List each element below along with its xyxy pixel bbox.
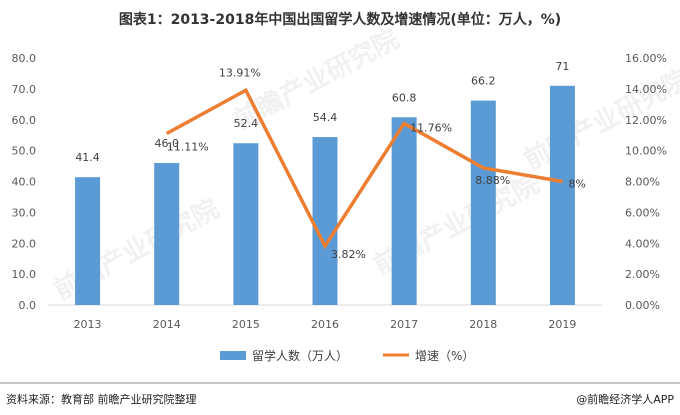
bar-value-label: 54.4: [313, 111, 338, 124]
growth-value-label: 11.76%: [410, 121, 452, 134]
left-tick-label: 70.0: [12, 83, 37, 96]
bar: [233, 143, 259, 305]
left-axis: 0.0 10.0 20.0 30.0 40.0 50.0 60.0 70.0 80.0: [12, 52, 37, 312]
bar-value-label: 46.0: [154, 137, 179, 150]
legend-line-label: 增速（%）: [415, 349, 474, 363]
legend: 留学人数（万人） 增速（%）: [220, 348, 474, 363]
growth-value-label: 8%: [568, 178, 585, 191]
bar-value-label: 71: [555, 60, 569, 73]
growth-value-label: 13.91%: [219, 66, 261, 79]
x-tick-label: 2017: [390, 318, 418, 331]
left-tick-label: 60.0: [12, 114, 37, 127]
line-series: [165, 87, 563, 250]
growth-value-label: 3.82%: [331, 248, 366, 261]
x-axis: 2013 2014 2015 2016 2017 2018 2019: [74, 318, 577, 331]
right-tick-label: 14.00%: [625, 83, 667, 96]
bar: [154, 162, 180, 305]
right-tick-label: 16.00%: [625, 52, 667, 65]
x-tick-label: 2013: [74, 318, 102, 331]
line-data-labels: 11.11% 13.91% 3.82% 11.76% 8.88% 8%: [167, 66, 586, 261]
bar-data-labels: 41.4 46.0 52.4 54.4 60.8 66.2 71: [75, 60, 569, 164]
left-tick-label: 30.0: [12, 206, 37, 219]
bar-value-label: 41.4: [75, 151, 100, 164]
growth-value-label: 11.11%: [167, 140, 209, 153]
left-tick-label: 50.0: [12, 145, 37, 158]
bar-value-label: 52.4: [234, 117, 259, 130]
x-tick-label: 2015: [232, 318, 260, 331]
watermark-layer: 前瞻产业研究院 前瞻产业研究院 前瞻产业研究院 前瞻产业研究院: [49, 23, 680, 306]
source-note: 资料来源：教育部 前瞻产业研究院整理: [6, 392, 197, 406]
bar: [312, 137, 338, 305]
right-tick-label: 8.00%: [625, 176, 660, 189]
watermark: 前瞻产业研究院: [49, 193, 224, 306]
x-tick-label: 2018: [469, 318, 497, 331]
right-tick-label: 6.00%: [625, 206, 660, 219]
bar: [75, 177, 101, 305]
left-tick-label: 20.0: [12, 237, 37, 250]
legend-bar-label: 留学人数（万人）: [252, 348, 348, 363]
bar-series: [75, 85, 575, 305]
right-tick-label: 12.00%: [625, 114, 667, 127]
right-tick-label: 2.00%: [625, 268, 660, 281]
right-axis: 0.00% 2.00% 4.00% 6.00% 8.00% 10.00% 12.00% 14.…: [625, 52, 667, 312]
left-tick-label: 0.0: [19, 299, 37, 312]
brand-mark: @前瞻经济学人APP: [576, 392, 674, 406]
growth-value-label: 8.88%: [475, 174, 510, 187]
bar: [391, 117, 417, 305]
bar: [549, 85, 575, 305]
bar-value-label: 60.8: [392, 91, 417, 104]
growth-line: [165, 87, 563, 250]
x-tick-label: 2014: [153, 318, 181, 331]
right-tick-label: 4.00%: [625, 237, 660, 250]
left-tick-label: 80.0: [12, 52, 37, 65]
right-tick-label: 10.00%: [625, 145, 667, 158]
left-tick-label: 10.0: [12, 268, 37, 281]
chart-title: 图表1：2013-2018年中国出国留学人数及增速情况(单位：万人，%): [119, 11, 561, 28]
bar: [470, 100, 496, 305]
left-tick-label: 40.0: [12, 176, 37, 189]
bar-value-label: 66.2: [471, 75, 496, 88]
legend-bar-swatch: [220, 351, 246, 360]
right-tick-label: 0.00%: [625, 299, 660, 312]
x-tick-label: 2016: [311, 318, 339, 331]
x-tick-label: 2019: [548, 318, 576, 331]
